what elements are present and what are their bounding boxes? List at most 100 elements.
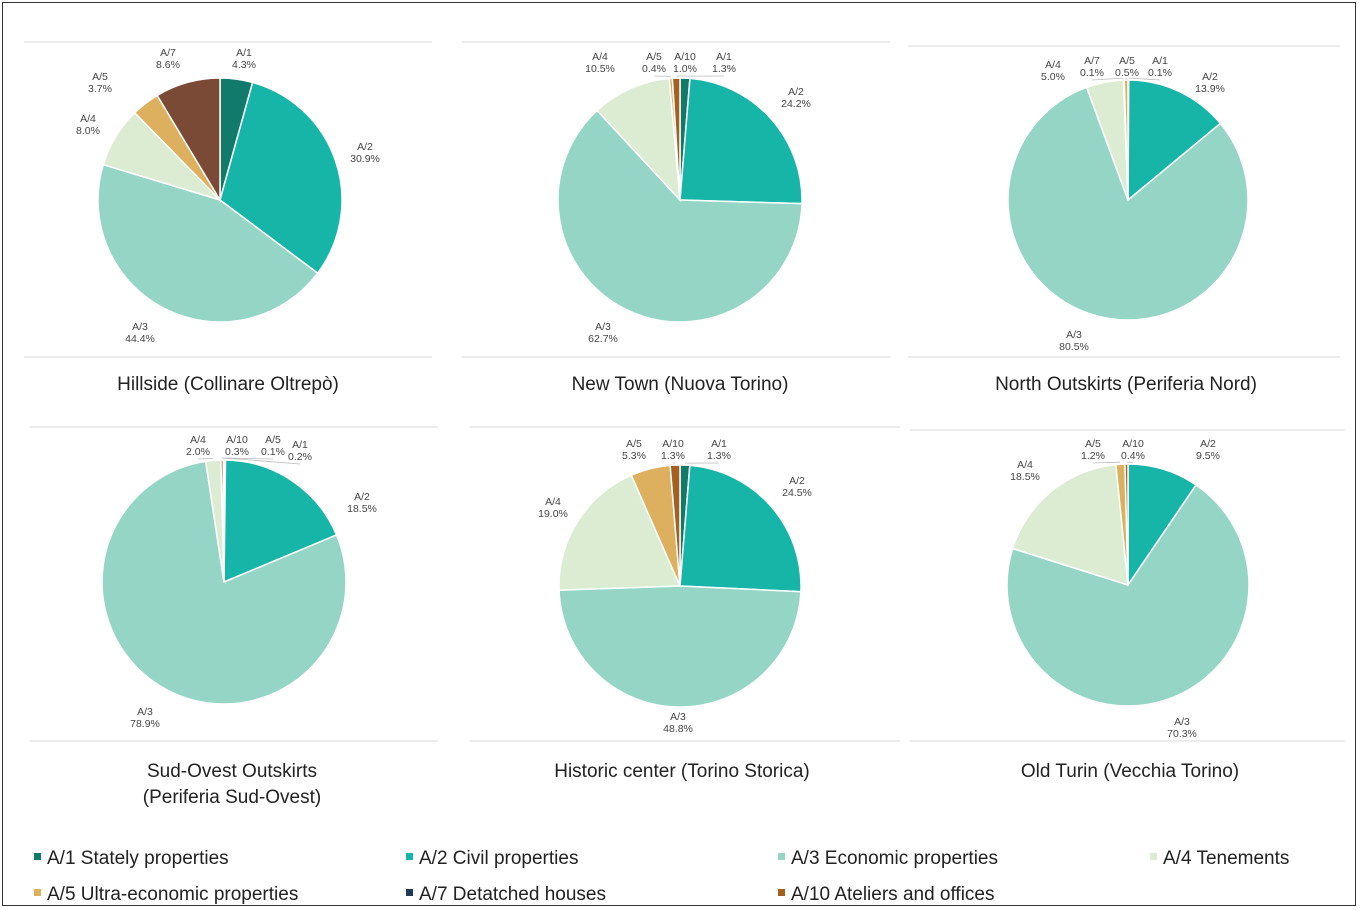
legend-item-a5: A/5 Ultra-economic properties (34, 884, 298, 906)
slice-label-name: A/4 (1017, 459, 1033, 471)
pie-slice-A3 (101, 460, 347, 705)
slice-label-value: 0.3% (225, 446, 249, 458)
slice-label-name: A/4 (592, 51, 608, 63)
pie-slice-A4 (558, 474, 682, 591)
pie-slice-A4 (1011, 463, 1129, 587)
legend: A/1 Stately properties A/2 Civil propert… (0, 838, 1360, 908)
pie-slice-A10 (671, 77, 681, 201)
slice-label-value: 5.3% (622, 450, 646, 462)
slice-leader-line (224, 457, 301, 465)
slice-leader-line (1126, 461, 1134, 464)
slice-label-name: A/10 (226, 434, 248, 446)
slice-label-name: A/1 (716, 51, 732, 63)
slice-label-value: 1.3% (712, 63, 736, 75)
legend-swatch-a3 (778, 853, 785, 861)
legend-label-a5: A/5 Ultra-economic properties (47, 884, 299, 905)
slice-label-name: A/4 (80, 113, 96, 125)
slice-label-value: 30.9% (350, 153, 380, 165)
slice-label-value: 10.5% (585, 63, 615, 75)
slice-label-name: A/2 (1200, 438, 1216, 450)
slice-label-name: A/3 (132, 321, 148, 333)
chart-title: Old Turin (Vecchia Torino) (1021, 761, 1239, 782)
slice-leader-line (1091, 77, 1124, 81)
pie-slice-A5 (1123, 79, 1129, 201)
pie-slice-A2 (223, 459, 338, 584)
slice-label-name: A/5 (626, 438, 642, 450)
slice-label-name: A/2 (357, 141, 373, 153)
pie-slice-A10 (669, 464, 681, 587)
pie-chart-5: A/11.3%A/224.5%A/348.8%A/419.0%A/55.3%A/… (470, 426, 900, 782)
slice-label-value: 78.9% (130, 718, 160, 730)
slice-label-value: 1.2% (1081, 450, 1105, 462)
slice-label-name: A/10 (662, 438, 684, 450)
slice-label-name: A/5 (265, 434, 281, 446)
slice-label-name: A/3 (670, 711, 686, 723)
slice-label-value: 0.1% (261, 446, 285, 458)
pie-slice-A3 (557, 109, 803, 323)
slice-label-name: A/5 (646, 51, 662, 63)
slice-label-value: 4.3% (232, 59, 256, 71)
slice-label-name: A/2 (789, 475, 805, 487)
slice-label-value: 2.0% (186, 446, 210, 458)
slice-label-name: A/1 (292, 439, 308, 451)
slice-label-name: A/2 (354, 491, 370, 503)
slice-label-name: A/7 (1084, 55, 1100, 67)
slice-label-name: A/5 (1119, 55, 1135, 67)
slice-label-name: A/10 (674, 51, 696, 63)
pie-chart-6: A/29.5% A/370.3% A/418.5% A/51.2% A/100.4% Ol… (910, 429, 1345, 782)
slice-label-value: 0.1% (1148, 67, 1172, 79)
slice-label-name: A/4 (190, 434, 206, 446)
slice-label-name: A/7 (160, 47, 176, 59)
legend-swatch-a1 (34, 853, 41, 861)
slice-label-value: 1.3% (707, 450, 731, 462)
slice-label-name: A/5 (1085, 438, 1101, 450)
pie-slice-A3 (97, 163, 319, 323)
slice-label-value: 48.8% (663, 723, 693, 735)
legend-item-a7: A/7 Detatched houses (406, 884, 606, 906)
slice-label-name: A/10 (1122, 438, 1144, 450)
pie-slice-A10 (1124, 463, 1129, 586)
slice-label-name: A/4 (545, 496, 561, 508)
legend-label-a4: A/4 Tenements (1163, 848, 1290, 869)
legend-item-a4: A/4 Tenements (1150, 848, 1289, 870)
legend-label-a2: A/2 Civil properties (419, 848, 579, 869)
chart-title: North Outskirts (Periferia Nord) (995, 374, 1257, 395)
slice-label-value: 0.4% (642, 63, 666, 75)
chart-title: Sud-Ovest Outskirts (147, 761, 317, 782)
slice-label-value: 0.4% (1121, 450, 1145, 462)
pie-chart-4: A/10.2% A/218.5% A/378.9% A/42.0% A/100.3% A/… (30, 426, 438, 808)
legend-item-a10: A/10 Ateliers and offices (778, 884, 995, 906)
slice-label-value: 3.7% (88, 83, 112, 95)
slice-label-value: 18.5% (347, 503, 377, 515)
chart-title: New Town (Nuova Torino) (572, 374, 789, 395)
slice-label-value: 18.5% (1010, 471, 1040, 483)
slice-label-value: 0.1% (1080, 67, 1104, 79)
legend-label-a10: A/10 Ateliers and offices (791, 884, 995, 905)
slice-leader-line (1125, 77, 1128, 81)
slice-label-name: A/3 (137, 706, 153, 718)
pie-slice-A7 (156, 77, 221, 203)
slice-label-value: 0.2% (288, 451, 312, 463)
pie-chart-3: A/10.1% A/213.9%A/380.5%A/45.0%A/70.1%A/5… (908, 45, 1340, 395)
legend-swatch-a4 (1150, 853, 1157, 861)
pie-slice-A5 (222, 459, 225, 583)
legend-swatch-a7 (406, 889, 413, 897)
slice-leader-line (1128, 77, 1161, 81)
chart-title: Historic center (Torino Storica) (554, 761, 810, 782)
slice-leader-line (223, 457, 274, 460)
slice-label-name: A/2 (1202, 71, 1218, 83)
slice-label-value: 5.0% (1041, 71, 1065, 83)
legend-swatch-a5 (34, 889, 41, 897)
slice-label-value: 0.5% (1115, 67, 1139, 79)
legend-swatch-a2 (406, 853, 413, 861)
pie-slice-A3 (558, 585, 802, 708)
slice-label-value: 13.9% (1195, 83, 1225, 95)
legend-label-a3: A/3 Economic properties (791, 848, 998, 869)
pie-slice-A4 (596, 77, 681, 203)
legend-label-a7: A/7 Detatched houses (419, 884, 606, 905)
legend-item-a3: A/3 Economic properties (778, 848, 998, 870)
slice-label-value: 24.5% (782, 487, 812, 499)
slice-label-name: A/1 (711, 438, 727, 450)
slice-label-name: A/3 (1066, 329, 1082, 341)
pie-chart-1: A/14.3% A/230.9% A/344.4% A/48.0% A/53.7% A/7… (24, 41, 432, 395)
